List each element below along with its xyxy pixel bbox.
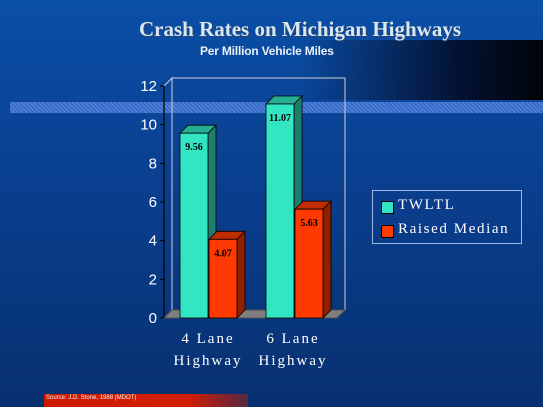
chart-subtitle: Per Million Vehicle Miles <box>200 44 334 58</box>
bar <box>179 132 209 319</box>
chart-legend: TWLTL Raised Median <box>372 190 522 244</box>
y-tick-label: 2 <box>149 271 157 288</box>
bar <box>294 208 324 319</box>
bar <box>265 103 295 319</box>
y-tick-label: 12 <box>140 78 157 95</box>
legend-swatch-raised-median <box>381 225 394 238</box>
y-tick-label: 6 <box>149 194 157 211</box>
dark-background-band <box>0 40 543 100</box>
chart-title: Crash Rates on Michigan Highways <box>138 17 462 41</box>
bar-side <box>322 200 332 319</box>
data-label: 9.56 <box>185 142 203 153</box>
bar <box>208 238 238 319</box>
data-label: 4.07 <box>214 248 232 259</box>
x-tick-label: 6 Lane <box>266 331 319 347</box>
data-label: 11.07 <box>269 113 291 124</box>
legend-label-twltl: TWLTL <box>398 197 456 213</box>
chart-labels: 9.56 4.07 11.07 5.63 4 Lane Highway 6 Lane High… <box>174 113 328 369</box>
y-tick-label: 4 <box>149 233 157 250</box>
legend-label-raised-median: Raised Median <box>398 221 510 237</box>
x-tick-label: 4 Lane <box>181 331 234 347</box>
chart-bars <box>179 95 332 319</box>
bar-side <box>236 230 246 319</box>
y-tick-label: 10 <box>140 117 157 134</box>
legend-swatch-twltl <box>381 201 394 214</box>
x-tick-label: Highway <box>259 353 328 369</box>
y-tick-label: 0 <box>149 310 157 327</box>
x-tick-label: Highway <box>174 353 243 369</box>
data-label: 5.63 <box>300 218 318 229</box>
y-tick-label: 8 <box>149 155 157 172</box>
side-wall <box>163 76 173 320</box>
source-note-bar: Source: J.D. Stone, 1988 (MDOT) <box>44 394 248 407</box>
source-note: Source: J.D. Stone, 1988 (MDOT) <box>46 395 137 401</box>
